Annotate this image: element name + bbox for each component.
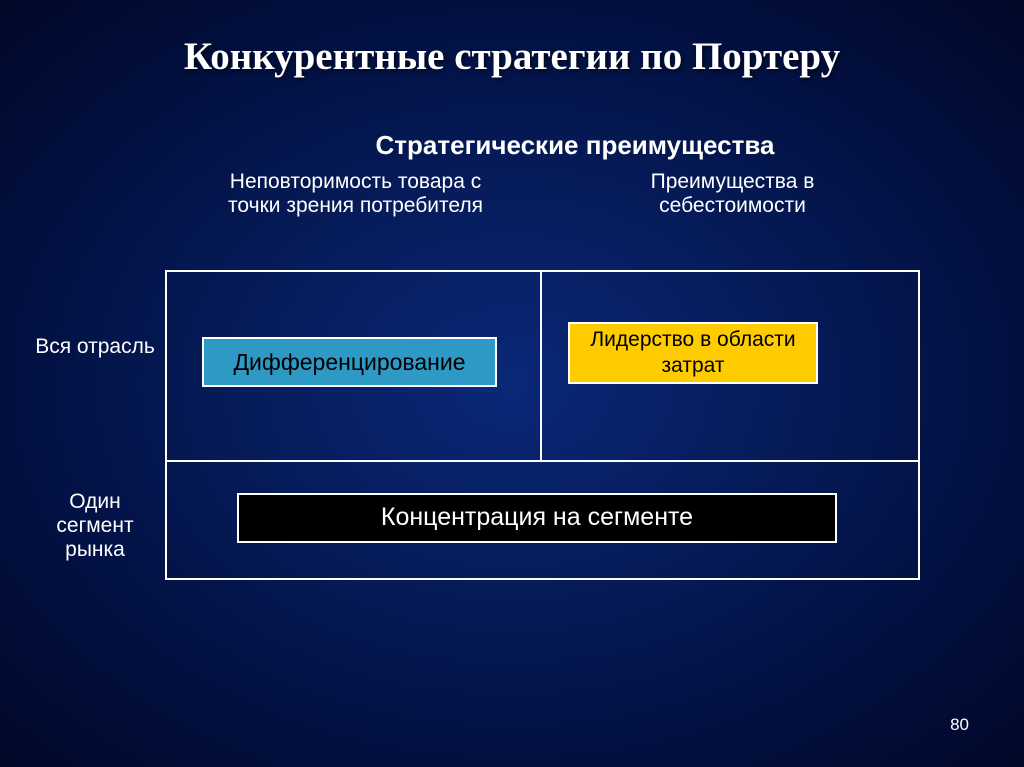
top-axis-label: Стратегические преимущества <box>190 130 960 161</box>
matrix-grid: Дифференцирование Лидерство в области за… <box>165 270 920 580</box>
slide-title: Конкурентные стратегии по Портеру <box>0 0 1024 79</box>
focus-box: Концентрация на сегменте <box>237 493 837 543</box>
cell-bottom: Концентрация на сегменте <box>167 458 918 578</box>
column-header-left: Неповторимость товара с точки зрения пот… <box>208 170 503 218</box>
column-header-right: Преимущества в себестоимости <box>585 170 880 218</box>
page-number: 80 <box>950 715 969 735</box>
row-header-top: Вся отрасль <box>30 335 160 359</box>
cell-top-left: Дифференцирование <box>167 272 542 462</box>
cost-leadership-box: Лидерство в области затрат <box>568 322 818 384</box>
cell-top-right: Лидерство в области затрат <box>538 272 918 462</box>
differentiation-box: Дифференцирование <box>202 337 497 387</box>
row-header-bottom: Один сегмент рынка <box>30 490 160 562</box>
